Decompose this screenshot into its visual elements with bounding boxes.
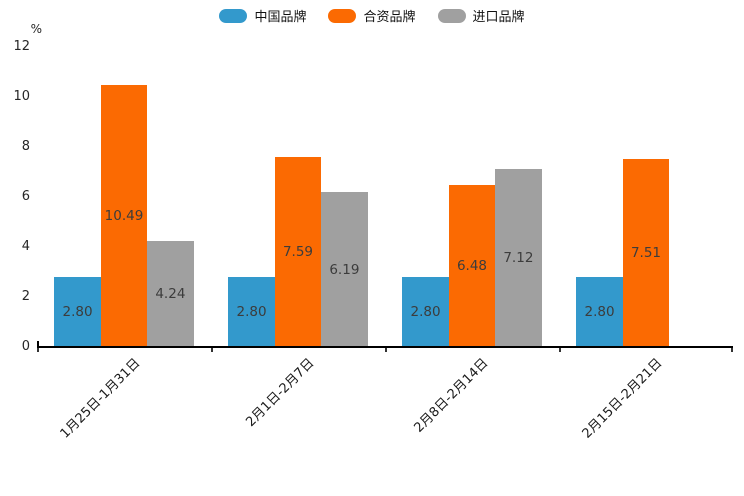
legend-item-china-brands: 中国品牌 xyxy=(219,6,306,25)
legend-swatch-china-brands xyxy=(219,8,248,23)
bar-series-2-group-2: 7.12 xyxy=(495,169,542,347)
bar-series-0-group-0: 2.80 xyxy=(54,277,101,347)
bar-value-label: 6.19 xyxy=(329,261,360,278)
bar-value-label: 4.24 xyxy=(155,286,186,302)
y-tick-label: 4 xyxy=(21,239,30,254)
y-tick-label: 10 xyxy=(13,89,30,104)
bar-value-label: 7.51 xyxy=(630,245,662,262)
bar-series-1-group-3: 7.51 xyxy=(622,159,670,347)
bar-series-0-group-2: 2.80 xyxy=(402,277,449,347)
bar-series-2-group-0: 4.24 xyxy=(147,241,194,347)
y-tick-label: 8 xyxy=(21,139,30,154)
legend-label: 进口品牌 xyxy=(472,10,525,25)
legend-swatch-joint-venture-brands xyxy=(328,8,357,23)
bar-value-label: 7.59 xyxy=(282,244,314,261)
x-axis-label: 2月1日-2月7日 xyxy=(243,355,318,430)
bar-value-label: 7.12 xyxy=(503,250,534,266)
bar-value-label: 2.80 xyxy=(236,304,267,320)
y-axis: 0 2 4 6 8 10 12 xyxy=(0,39,30,354)
y-tick-label: 12 xyxy=(13,39,30,54)
bar-series-1-group-1: 7.59 xyxy=(274,157,322,347)
legend-item-joint-venture-brands: 合资品牌 xyxy=(328,6,416,25)
bar-series-1-group-0: 10.49 xyxy=(100,84,148,347)
x-axis-tick xyxy=(385,348,387,352)
bar-value-label: 10.49 xyxy=(104,207,144,224)
x-axis-tick xyxy=(37,348,39,352)
x-axis-tick xyxy=(211,348,213,352)
bar-value-label: 2.80 xyxy=(584,304,615,320)
x-axis-label: 1月25日-1月31日 xyxy=(57,355,144,442)
bar-value-label: 2.80 xyxy=(410,304,441,320)
axis-start-tick xyxy=(37,341,39,346)
y-axis-unit-label: % xyxy=(30,22,42,36)
legend: 中国品牌 合资品牌 进口品牌 xyxy=(0,6,744,25)
x-axis-line xyxy=(37,346,733,352)
x-axis-labels: 1月25日-1月31日 2月1日-2月7日 2月8日-2月14日 2月15日-2月21… xyxy=(37,353,733,473)
bar-value-label: 6.48 xyxy=(456,258,488,274)
y-tick-label: 0 xyxy=(21,339,30,354)
bar-series-0-group-3: 2.80 xyxy=(576,277,623,347)
legend-item-imported-brands: 进口品牌 xyxy=(437,6,525,25)
x-axis-tick xyxy=(731,348,733,352)
legend-label: 中国品牌 xyxy=(254,10,307,25)
bar-series-1-group-2: 6.48 xyxy=(448,185,496,347)
x-axis-label: 2月15日-2月21日 xyxy=(579,355,666,442)
y-tick-label: 6 xyxy=(21,189,30,204)
x-axis-label: 2月8日-2月14日 xyxy=(411,355,492,436)
bar-series-0-group-1: 2.80 xyxy=(228,277,275,347)
bar-value-label: 2.80 xyxy=(62,304,93,320)
legend-label: 合资品牌 xyxy=(363,10,416,25)
legend-swatch-imported-brands xyxy=(437,8,466,23)
plot-area: 2.80 10.49 4.24 2.80 7.59 6.19 2.80 6.48 7.12 2.8… xyxy=(37,47,733,347)
bar-series-2-group-1: 6.19 xyxy=(321,192,368,347)
x-axis-tick xyxy=(559,348,561,352)
y-tick-label: 2 xyxy=(21,289,30,304)
